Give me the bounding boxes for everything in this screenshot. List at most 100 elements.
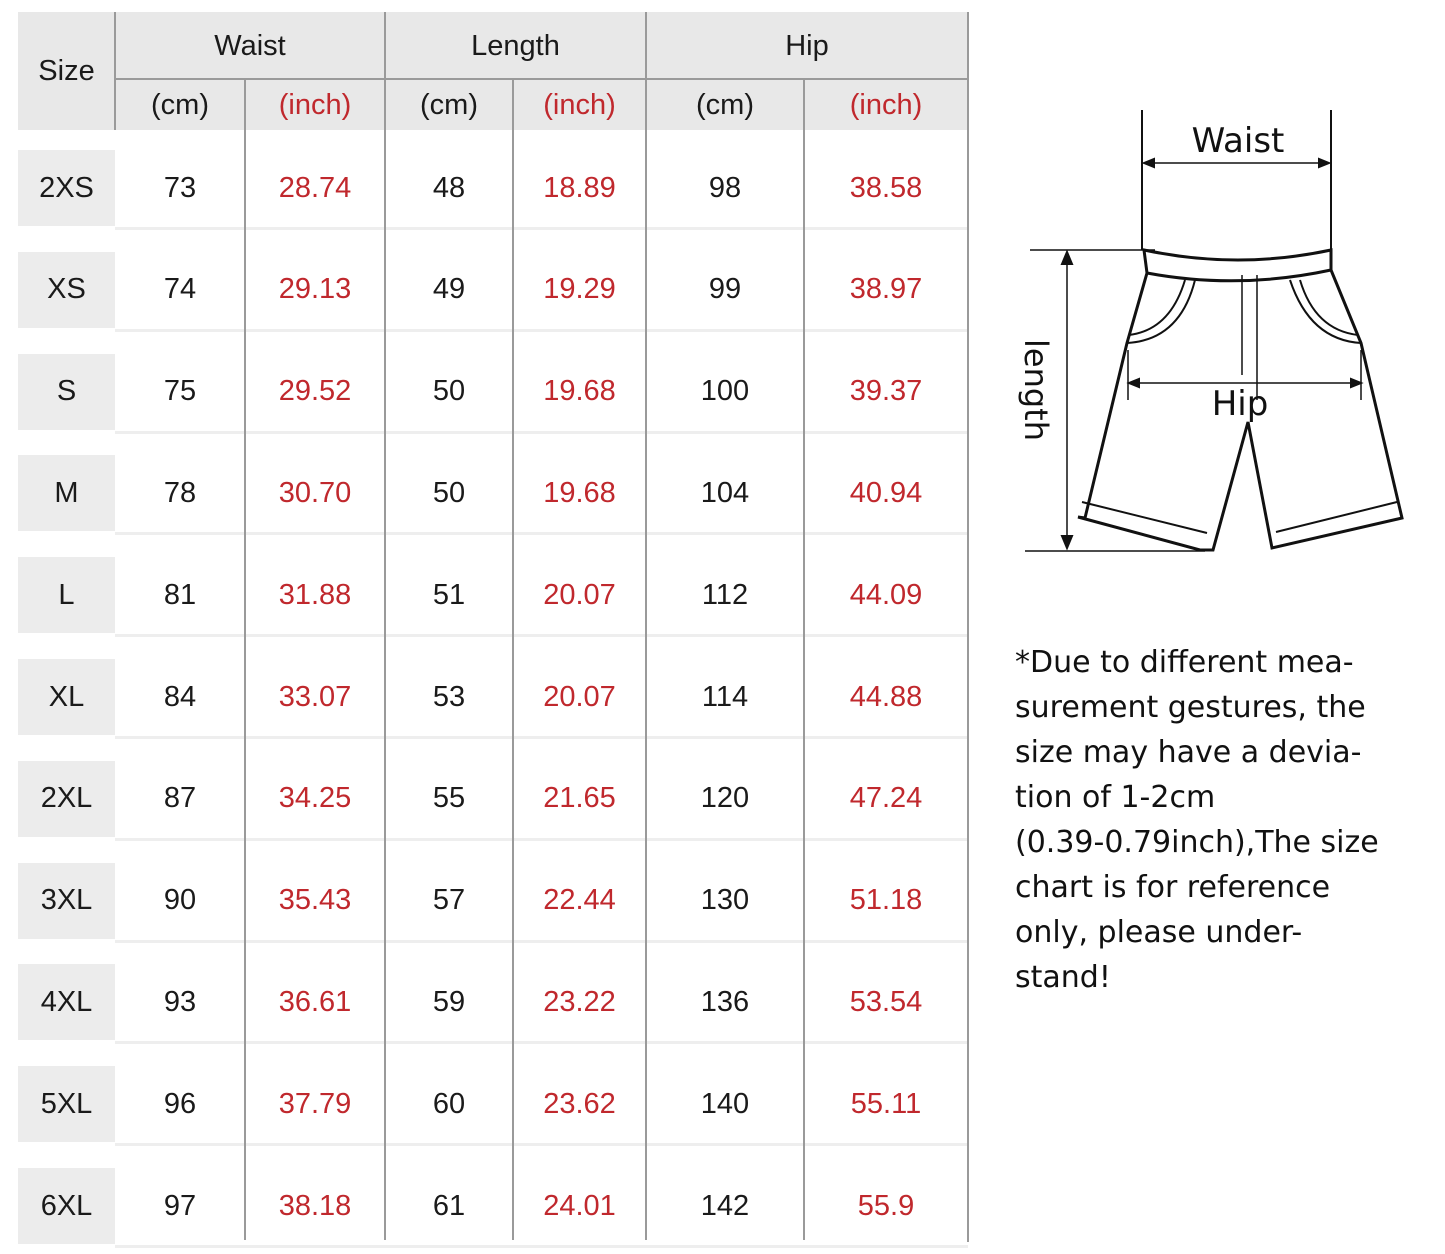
value-cell: 84 [163, 680, 197, 713]
hip-label: Hip [1212, 384, 1269, 424]
value-cell: 36.61 [278, 985, 352, 1018]
value-cell: 55.9 [857, 1189, 915, 1222]
column-divider [803, 80, 805, 1240]
value-cell: 20.07 [543, 680, 616, 713]
size-cell: S [18, 353, 115, 430]
column-divider [645, 80, 647, 1240]
value-cell: 96 [163, 1087, 197, 1120]
row-divider [115, 328, 968, 332]
note-line: size may have a devia- [1015, 735, 1362, 770]
size-cell: 4XL [18, 964, 115, 1041]
value-cell: 37.79 [278, 1087, 352, 1120]
column-divider [645, 12, 647, 80]
size-cell: 2XL [18, 760, 115, 837]
shorts-measurement-diagram: Waist Hip length [1017, 110, 1404, 552]
unit-header: (inch) [804, 80, 968, 130]
value-cell: 60 [432, 1087, 466, 1120]
header-divider [115, 78, 968, 80]
value-cell: 61 [432, 1189, 466, 1222]
value-cell: 81 [163, 578, 197, 611]
value-cell: 19.68 [543, 476, 616, 509]
column-divider [967, 12, 969, 1242]
value-cell: 40.94 [849, 476, 923, 509]
row-divider [115, 1245, 968, 1248]
group-header-length: Length [385, 12, 646, 80]
value-cell: 130 [700, 884, 750, 917]
value-cell: 29.52 [278, 375, 352, 408]
value-cell: 44.88 [849, 680, 923, 713]
value-cell: 29.13 [278, 273, 352, 306]
row-divider [115, 430, 968, 434]
note-line: only, please under- [1015, 915, 1303, 950]
value-cell: 28.74 [278, 171, 352, 204]
value-cell: 100 [700, 375, 750, 408]
note-line: *Due to different mea- [1015, 645, 1354, 680]
value-cell: 38.97 [849, 273, 923, 306]
value-cell: 59 [432, 985, 466, 1018]
value-cell: 20.07 [543, 578, 616, 611]
value-cell: 78 [163, 476, 197, 509]
value-cell: 73 [163, 171, 197, 204]
value-cell: 30.70 [278, 476, 352, 509]
column-divider [384, 80, 386, 1240]
value-cell: 74 [163, 273, 197, 306]
row-divider [115, 532, 968, 536]
size-cell: M [18, 455, 115, 532]
size-cell: XS [18, 251, 115, 328]
unit-header: (cm) [115, 80, 245, 130]
note-line: tion of 1-2cm [1015, 780, 1216, 815]
size-cell: L [18, 557, 115, 634]
value-cell: 90 [163, 884, 197, 917]
value-cell: 114 [701, 680, 749, 713]
value-cell: 142 [700, 1189, 750, 1222]
value-cell: 55.11 [850, 1087, 922, 1120]
value-cell: 31.88 [278, 578, 352, 611]
group-header-waist: Waist [115, 12, 385, 80]
value-cell: 49 [432, 273, 466, 306]
value-cell: 47.24 [849, 782, 923, 815]
value-cell: 98 [708, 171, 742, 204]
size-header: Size [18, 12, 115, 130]
note-line: (0.39-0.79inch),The size [1015, 825, 1379, 860]
value-cell: 19.68 [543, 375, 616, 408]
column-divider [384, 12, 386, 80]
value-cell: 136 [700, 985, 750, 1018]
size-cell: 5XL [18, 1066, 115, 1143]
value-cell: 51.18 [849, 884, 923, 917]
note-line: surement gestures, the [1015, 690, 1366, 725]
value-cell: 97 [163, 1189, 197, 1222]
value-cell: 50 [432, 375, 466, 408]
value-cell: 22.44 [543, 884, 616, 917]
value-cell: 33.07 [278, 680, 352, 713]
value-cell: 104 [700, 476, 750, 509]
value-cell: 53.54 [849, 985, 923, 1018]
value-cell: 18.89 [543, 171, 616, 204]
value-cell: 35.43 [278, 884, 352, 917]
row-divider [115, 939, 968, 943]
value-cell: 44.09 [849, 578, 923, 611]
value-cell: 140 [700, 1087, 750, 1120]
value-cell: 23.62 [543, 1087, 616, 1120]
size-cell: 6XL [18, 1168, 115, 1244]
row-divider [115, 736, 968, 739]
value-cell: 23.22 [543, 985, 616, 1018]
value-cell: 75 [163, 375, 197, 408]
row-divider [115, 1143, 968, 1147]
value-cell: 39.37 [849, 375, 923, 408]
size-cell: XL [18, 659, 115, 735]
value-cell: 120 [700, 782, 750, 815]
unit-header: (inch) [513, 80, 646, 130]
value-cell: 38.58 [849, 171, 923, 204]
group-header-hip: Hip [646, 12, 968, 80]
column-divider [512, 80, 514, 1240]
measurement-disclaimer: *Due to different mea-surement gestures,… [1015, 640, 1379, 1000]
length-label: length [1017, 339, 1055, 441]
size-cell: 3XL [18, 862, 115, 939]
row-divider [115, 837, 968, 841]
value-cell: 55 [432, 782, 466, 815]
value-cell: 48 [432, 171, 466, 204]
row-divider [115, 1041, 968, 1045]
value-cell: 50 [432, 476, 466, 509]
value-cell: 53 [432, 680, 466, 713]
value-cell: 112 [701, 578, 749, 611]
